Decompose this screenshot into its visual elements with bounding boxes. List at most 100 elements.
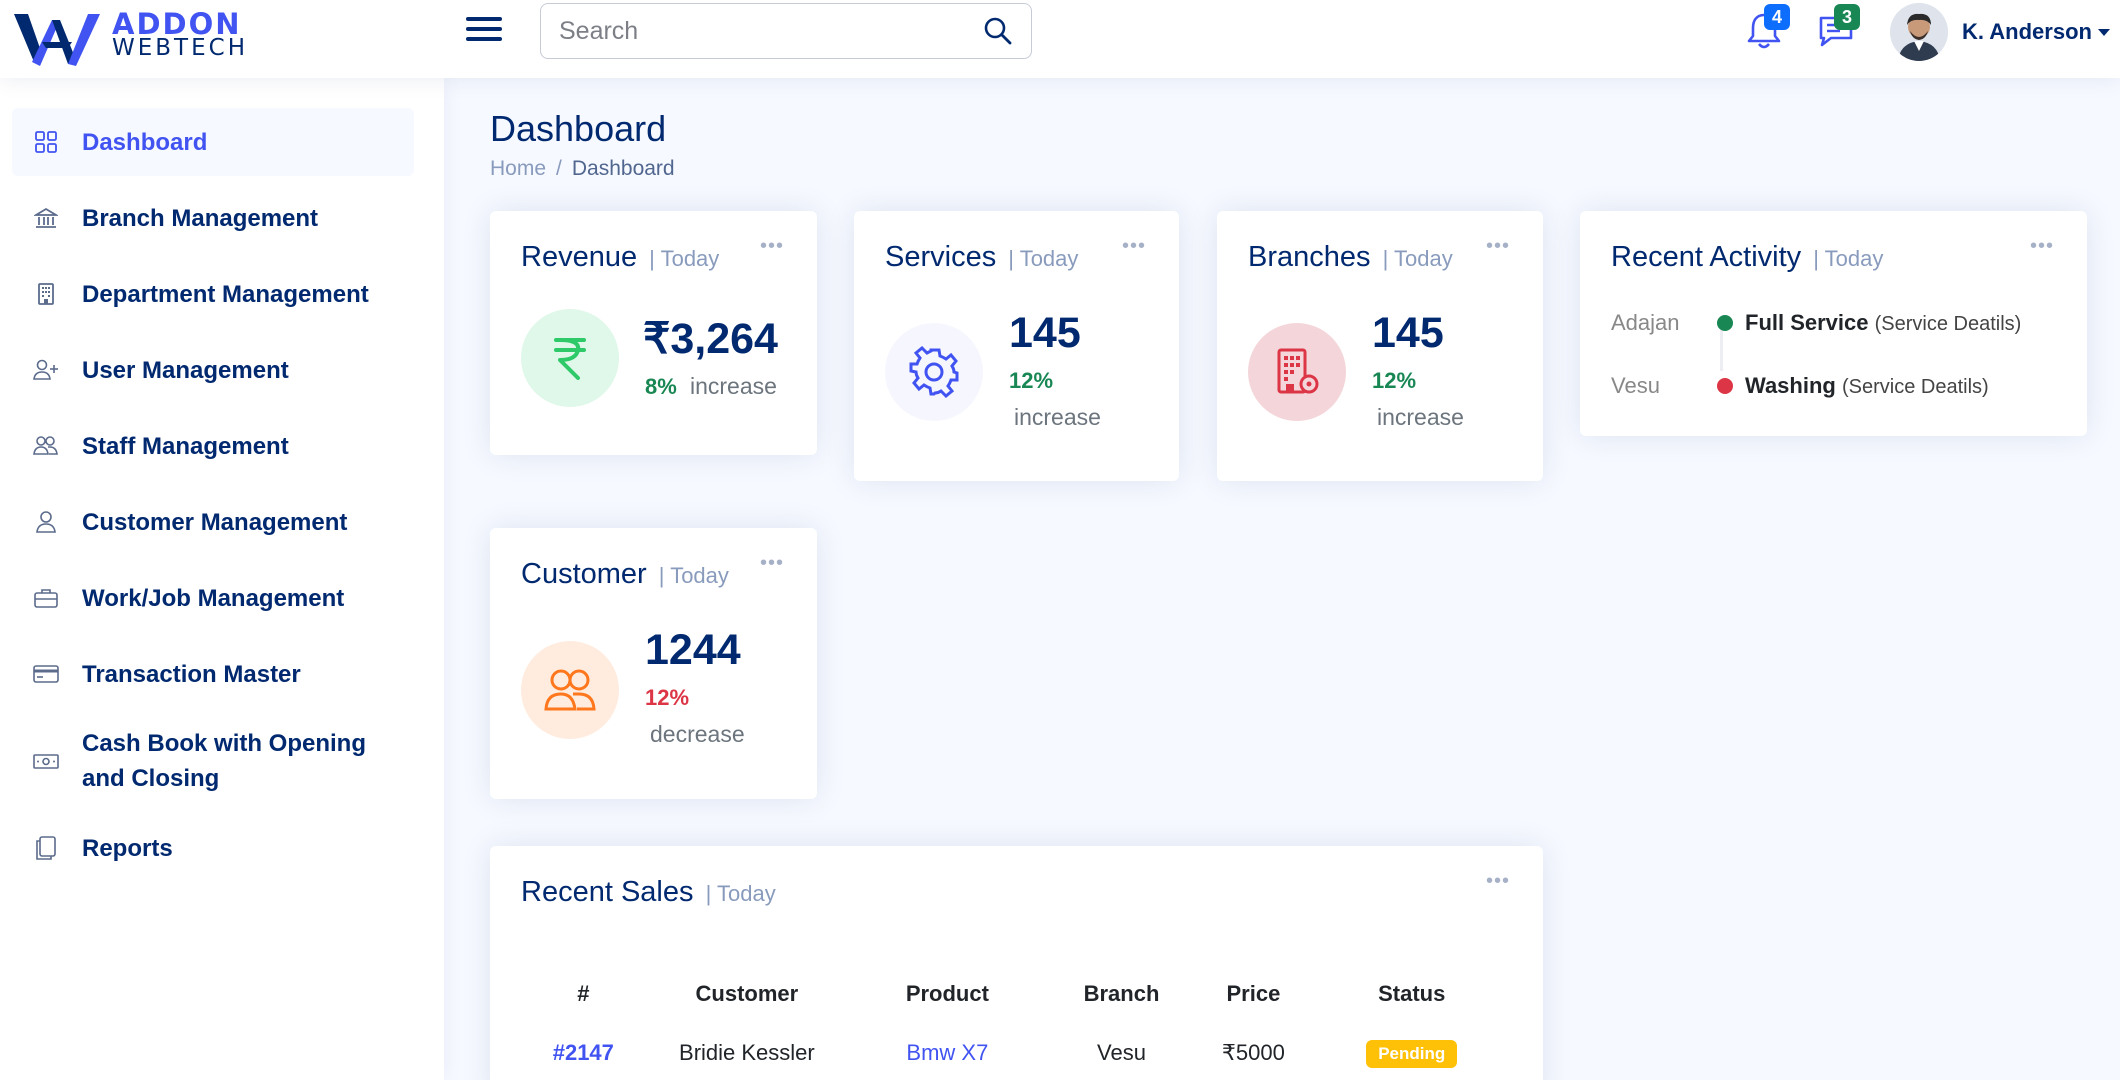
sidebar-item-user-management[interactable]: User Management xyxy=(12,336,414,404)
building-icon xyxy=(32,280,60,308)
menu-toggle-button[interactable] xyxy=(466,13,502,47)
activity-item: Adajan Full Service (Service Deatils) xyxy=(1611,310,2021,336)
more-options-icon[interactable]: ••• xyxy=(759,552,784,574)
activity-title: Full Service xyxy=(1745,310,1869,335)
activity-label: Adajan xyxy=(1611,310,1680,335)
more-options-icon[interactable]: ••• xyxy=(759,235,784,257)
hamburger-line xyxy=(466,17,502,21)
sidebar-item-label: User Management xyxy=(82,356,289,384)
revenue-card: Revenue | Today ••• ₹3,264 8% increase xyxy=(490,211,817,455)
person-icon xyxy=(32,508,60,536)
sidebar-item-customer-management[interactable]: Customer Management xyxy=(12,488,414,556)
order-id-link[interactable]: #2147 xyxy=(552,1040,614,1065)
sidebar-item-label: Transaction Master xyxy=(82,660,301,688)
search-input[interactable] xyxy=(559,16,983,46)
sidebar-item-label: Work/Job Management xyxy=(82,584,345,612)
branches-value: 145 xyxy=(1372,309,1444,357)
card-period: | Today xyxy=(705,881,776,906)
breadcrumb: Home / Dashboard xyxy=(490,157,675,181)
status-dot-green xyxy=(1717,315,1733,331)
column-header: Price xyxy=(1226,981,1281,1006)
sidebar-item-dashboard[interactable]: Dashboard xyxy=(12,108,414,176)
bank-icon xyxy=(32,204,60,232)
sidebar-item-cash-book[interactable]: Cash Book with Opening and Closing xyxy=(12,716,414,806)
customer-trend: decrease xyxy=(650,721,745,747)
profile-dropdown[interactable]: K. Anderson xyxy=(1890,2,2110,62)
credit-card-icon xyxy=(32,660,60,688)
search-icon[interactable] xyxy=(983,16,1013,46)
customer-cell: Bridie Kessler xyxy=(679,1040,815,1065)
messages-button[interactable]: 3 xyxy=(1816,4,1860,50)
card-title: Recent Sales | Today xyxy=(521,876,776,909)
cash-icon xyxy=(32,747,60,775)
customer-percent: 12% xyxy=(645,685,690,710)
activity-title: Washing xyxy=(1745,373,1836,398)
branch-cell: Vesu xyxy=(1097,1040,1146,1065)
top-header: ADDON WEBTECH 4 3 xyxy=(0,0,2120,78)
revenue-percent: 8% xyxy=(645,374,677,399)
sidebar-item-label: Branch Management xyxy=(82,204,319,232)
briefcase-icon xyxy=(32,584,60,612)
card-title-text: Recent Sales xyxy=(521,876,694,908)
price-cell: ₹5000 xyxy=(1221,1040,1285,1065)
sidebar-item-work-job-management[interactable]: Work/Job Management xyxy=(12,564,414,632)
notifications-button[interactable]: 4 xyxy=(1746,4,1790,50)
card-title-text: Recent Activity xyxy=(1611,241,1802,273)
card-period: | Today xyxy=(1813,246,1884,271)
revenue-value: ₹3,264 xyxy=(643,315,778,363)
card-period: | Today xyxy=(1008,246,1079,271)
sidebar-item-branch-management[interactable]: Branch Management xyxy=(12,184,414,252)
table-row: #2147 Bridie Kessler Bmw X7 Vesu ₹5000 P… xyxy=(520,1024,1512,1080)
services-card: Services | Today ••• 145 12% increase xyxy=(854,211,1179,481)
activity-text: Washing (Service Deatils) xyxy=(1745,373,1989,399)
column-header: Product xyxy=(905,981,989,1006)
sidebar-item-transaction-master[interactable]: Transaction Master xyxy=(12,640,414,708)
services-trend: increase xyxy=(1014,404,1101,430)
person-plus-icon xyxy=(32,356,60,384)
card-title-text: Customer xyxy=(521,558,647,590)
sidebar-item-reports[interactable]: Reports xyxy=(12,814,414,882)
card-title: Revenue | Today xyxy=(521,241,719,274)
more-options-icon[interactable]: ••• xyxy=(1485,235,1510,257)
activity-label: Vesu xyxy=(1611,373,1660,398)
column-header: Branch xyxy=(1083,981,1160,1006)
logo-line-1: ADDON xyxy=(112,7,242,41)
rupee-icon xyxy=(521,309,619,407)
logo-line-2: WEBTECH xyxy=(112,35,248,61)
sidebar-item-label: Staff Management xyxy=(82,432,289,460)
card-title: Customer | Today xyxy=(521,558,729,591)
sidebar-item-label: Reports xyxy=(82,834,173,862)
card-title: Services | Today xyxy=(885,241,1078,274)
recent-sales-table: # Customer Product Branch Price Status #… xyxy=(520,964,1512,1080)
more-options-icon[interactable]: ••• xyxy=(2029,235,2054,257)
branches-card: Branches | Today ••• 145 12% increase xyxy=(1217,211,1543,481)
product-link[interactable]: Bmw X7 xyxy=(906,1040,989,1065)
status-dot-red xyxy=(1717,378,1733,394)
card-title-text: Branches xyxy=(1248,241,1371,273)
sidebar-item-department-management[interactable]: Department Management xyxy=(12,260,414,328)
column-header: Customer xyxy=(695,981,799,1006)
card-period: | Today xyxy=(649,246,720,271)
gear-icon xyxy=(885,323,983,421)
more-options-icon[interactable]: ••• xyxy=(1121,235,1146,257)
activity-timeline-line xyxy=(1720,317,1723,371)
card-title-text: Revenue xyxy=(521,241,638,273)
page-title: Dashboard xyxy=(490,108,667,149)
breadcrumb-separator: / xyxy=(556,157,562,180)
sidebar: Dashboard Branch Management Department M… xyxy=(0,78,444,1080)
customer-value: 1244 xyxy=(645,626,741,674)
sidebar-item-staff-management[interactable]: Staff Management xyxy=(12,412,414,480)
activity-detail: (Service Deatils) xyxy=(1841,376,1989,398)
sidebar-item-label: Customer Management xyxy=(82,508,348,536)
card-title: Recent Activity | Today xyxy=(1611,241,1883,274)
services-value: 145 xyxy=(1009,309,1081,357)
people-icon xyxy=(521,641,619,739)
brand-logo[interactable]: ADDON WEBTECH xyxy=(12,0,248,70)
people-icon xyxy=(32,432,60,460)
activity-item: Vesu Washing (Service Deatils) xyxy=(1611,373,1989,399)
recent-sales-card: Recent Sales | Today ••• # Customer Prod… xyxy=(490,846,1543,1080)
logo-mark-icon xyxy=(14,14,100,66)
more-options-icon[interactable]: ••• xyxy=(1485,870,1510,892)
breadcrumb-home-link[interactable]: Home xyxy=(490,157,547,180)
table-header-row: # Customer Product Branch Price Status xyxy=(520,964,1512,1024)
